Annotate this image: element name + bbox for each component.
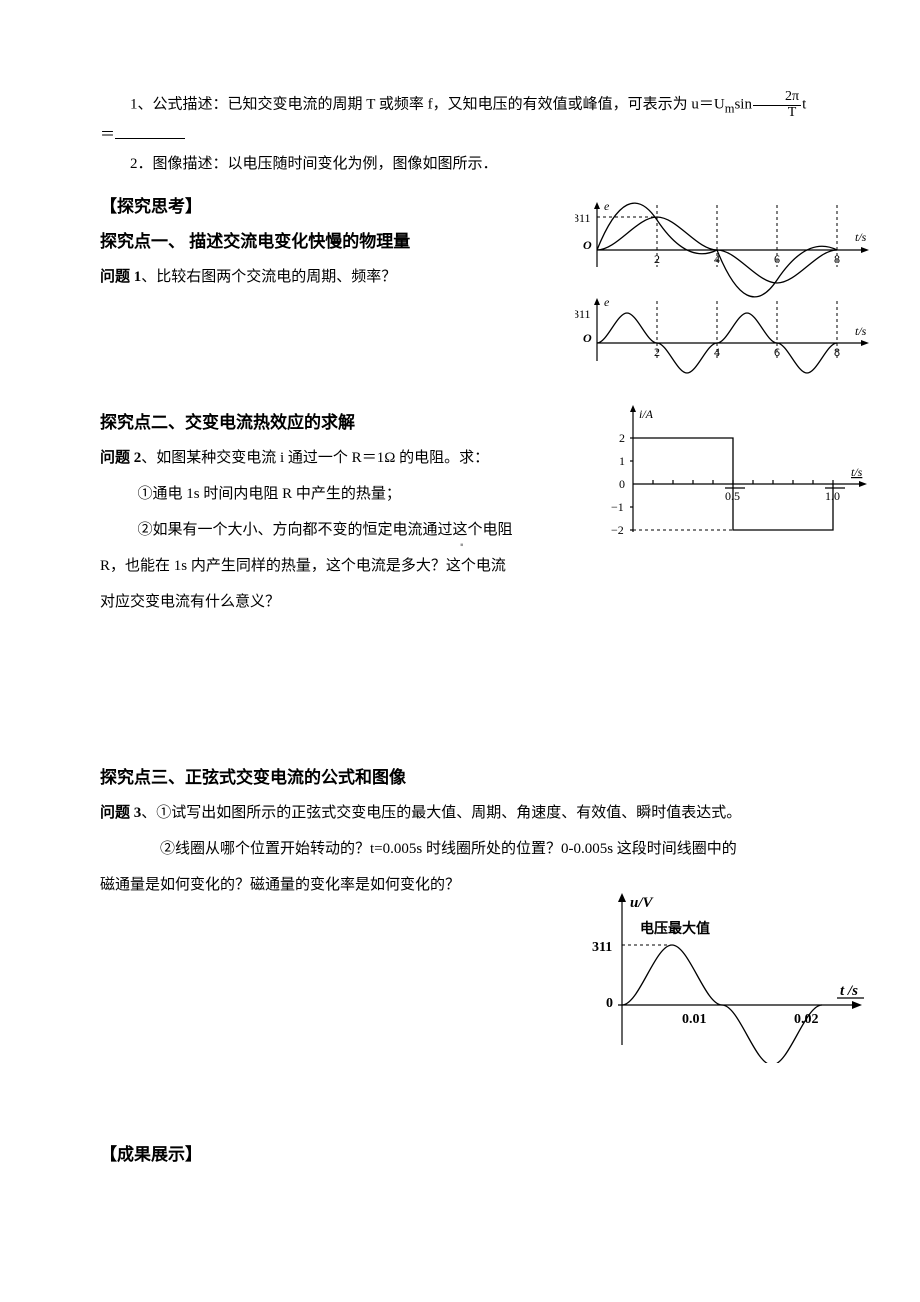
fig1a-x8: 8	[834, 252, 840, 266]
p2-l4: 对应交变电流有什么意义？	[100, 587, 820, 617]
fig1a-ts: t/s	[855, 230, 867, 244]
fig1b-311: 311	[575, 307, 591, 321]
figure-sine-labeled: u/V 电压最大值 311 0 0.01 0.02 t /s	[580, 893, 870, 1063]
frac-den: T	[753, 106, 801, 121]
q3-label: 问题 3	[100, 805, 141, 821]
p2-l3: R，也能在 1s 内产生同样的热量，这个电流是多大？这个电流	[100, 551, 820, 581]
intro-line2: 2．图像描述：以电压随时间变化为例，图像如图所示．	[100, 150, 820, 179]
fig2-y0: 0	[619, 477, 625, 491]
p2-l2: ②如果有一个大小、方向都不变的恒定电流通过这个电阻	[100, 515, 570, 545]
fig2-x10: 1.0	[825, 489, 840, 503]
fig1b-x8: 8	[834, 345, 840, 359]
fig2-y2: 2	[619, 431, 625, 445]
fig2-x05: 0.5	[725, 489, 740, 503]
p3-l1: ②线圈从哪个位置开始转动的？t=0.005s 时线圈所处的位置？0-0.005s…	[100, 834, 820, 864]
intro-line1-mid: sin	[734, 97, 752, 113]
equals: ＝	[100, 127, 115, 143]
fig1b-ts: t/s	[855, 324, 867, 338]
fig1a-x6: 6	[774, 252, 780, 266]
fig3-umax: 电压最大值	[640, 920, 710, 937]
fig3-ts: t /s	[840, 983, 858, 999]
fig1b-O: O	[583, 331, 592, 345]
q3-text: 、①试写出如图所示的正弦式交变电压的最大值、周期、角速度、有效值、瞬时值表达式。	[141, 805, 741, 821]
fig2-ym1: −1	[611, 500, 624, 514]
fig3-uV: u/V	[630, 895, 655, 911]
sub-m: m	[725, 102, 735, 116]
fig3-0: 0	[606, 996, 613, 1011]
fig2-ym2: −2	[611, 523, 624, 537]
frac-num: 2π	[753, 90, 801, 106]
q1-text: 、比较右图两个交流电的周期、频率？	[141, 269, 396, 285]
fig1b-x4: 4	[714, 345, 720, 359]
p2-l1: ①通电 1s 时间内电阻 R 中产生的热量；	[100, 479, 570, 509]
fig1b-x6: 6	[774, 345, 780, 359]
point3-title: 探究点三、正弦式交变电流的公式和图像	[100, 763, 820, 788]
figure-square-wave: i/A 2 1 0 −1 −2 0.5 1.0 t/s	[595, 404, 875, 544]
fig1a-x4: 4	[714, 252, 720, 266]
fig2-ts: t/s	[851, 465, 863, 479]
fig1a-311: 311	[575, 211, 591, 225]
fig1a-x2: 2	[654, 252, 660, 266]
section-result: 【成果展示】	[100, 1140, 820, 1165]
fig1b-x2: 2	[654, 345, 660, 359]
q2-text: 、如图某种交变电流 i 通过一个 R＝1Ω 的电阻。求：	[141, 450, 489, 466]
fig1b-e: e	[604, 295, 610, 309]
fig1a-O: O	[583, 238, 592, 252]
fig2-iA: i/A	[639, 407, 654, 421]
intro-line1-post: t	[802, 97, 806, 113]
fraction-2pi-T: 2πT	[753, 90, 801, 120]
center-marker: ▪	[460, 540, 464, 551]
fig3-x002: 0.02	[794, 1012, 819, 1027]
fig2-y1: 1	[619, 454, 625, 468]
figure-two-sines: e 311 O 2 4 6 8 t/s	[575, 197, 875, 387]
fig3-311: 311	[592, 940, 612, 955]
blank-fill	[115, 124, 185, 139]
intro-line1-pre: 1、公式描述：已知交变电流的周期 T 或频率 f，又知电压的有效值或峰值，可表示…	[130, 97, 725, 113]
fig1a-e: e	[604, 199, 610, 213]
q1-label: 问题 1	[100, 269, 141, 285]
fig3-x001: 0.01	[682, 1012, 707, 1027]
q2-label: 问题 2	[100, 450, 141, 466]
